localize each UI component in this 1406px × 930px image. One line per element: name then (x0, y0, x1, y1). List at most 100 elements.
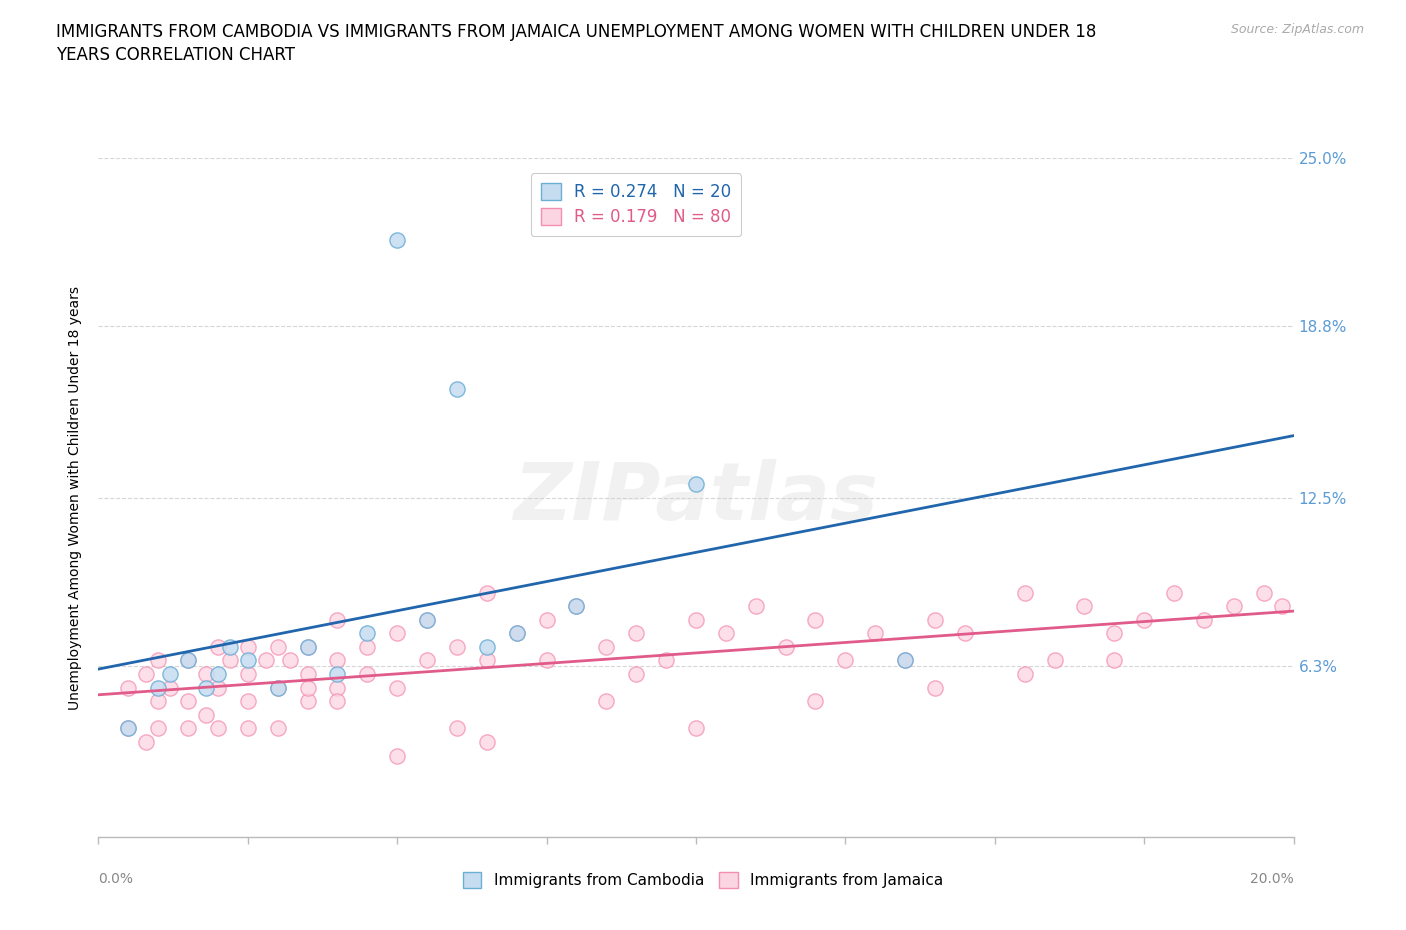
Point (117, 721, 139, 736)
Point (236, 640, 259, 655)
Point (475, 735, 498, 750)
Point (326, 667, 349, 682)
Point (326, 694, 349, 709)
Point (924, 612, 946, 627)
Point (685, 476, 707, 491)
Point (297, 694, 319, 709)
Point (207, 680, 229, 695)
Point (236, 667, 259, 682)
Point (1253, 585, 1275, 600)
Point (446, 381, 468, 396)
Point (446, 721, 468, 736)
Point (195, 667, 218, 682)
Point (595, 694, 617, 709)
Point (1163, 585, 1185, 600)
Point (416, 653, 439, 668)
Point (177, 653, 200, 668)
Point (159, 667, 181, 682)
Text: 20.0%: 20.0% (1250, 871, 1294, 886)
Point (267, 680, 290, 695)
Text: IMMIGRANTS FROM CAMBODIA VS IMMIGRANTS FROM JAMAICA UNEMPLOYMENT AMONG WOMEN WIT: IMMIGRANTS FROM CAMBODIA VS IMMIGRANTS F… (56, 23, 1097, 41)
Point (1271, 599, 1294, 614)
Legend: R = 0.274   N = 20, R = 0.179   N = 80: R = 0.274 N = 20, R = 0.179 N = 80 (531, 173, 741, 236)
Point (416, 612, 439, 627)
Point (385, 748, 409, 763)
Point (267, 640, 290, 655)
Point (207, 721, 229, 736)
Point (745, 599, 768, 614)
Point (385, 626, 409, 641)
Text: YEARS CORRELATION CHART: YEARS CORRELATION CHART (56, 46, 295, 64)
Point (219, 640, 242, 655)
Point (117, 680, 139, 695)
Point (804, 694, 827, 709)
Point (267, 680, 290, 695)
Point (894, 653, 917, 668)
Point (278, 653, 301, 668)
Point (356, 640, 378, 655)
Point (775, 640, 797, 655)
Text: Source: ZipAtlas.com: Source: ZipAtlas.com (1230, 23, 1364, 36)
Point (565, 599, 588, 614)
Point (254, 653, 277, 668)
Point (1223, 599, 1246, 614)
Point (894, 653, 917, 668)
Point (177, 653, 200, 668)
Point (135, 735, 157, 750)
Point (1104, 626, 1126, 641)
Point (475, 640, 498, 655)
Point (536, 612, 558, 627)
Point (685, 612, 707, 627)
Point (475, 585, 498, 600)
Point (177, 721, 200, 736)
Point (953, 626, 976, 641)
Point (326, 680, 349, 695)
Point (385, 680, 409, 695)
Point (446, 640, 468, 655)
Legend: Immigrants from Cambodia, Immigrants from Jamaica: Immigrants from Cambodia, Immigrants fro… (457, 866, 949, 895)
Point (714, 626, 737, 641)
Point (297, 640, 319, 655)
Point (655, 653, 678, 668)
Point (195, 708, 218, 723)
Point (326, 612, 349, 627)
Point (236, 653, 259, 668)
Point (177, 694, 200, 709)
Point (595, 640, 617, 655)
Point (356, 626, 378, 641)
Point (565, 599, 588, 614)
Text: ZIPatlas: ZIPatlas (513, 458, 879, 537)
Y-axis label: Unemployment Among Women with Children Under 18 years: Unemployment Among Women with Children U… (69, 286, 83, 710)
Point (267, 721, 290, 736)
Point (1014, 667, 1036, 682)
Point (148, 694, 170, 709)
Point (207, 667, 229, 682)
Point (506, 626, 529, 641)
Point (1043, 653, 1066, 668)
Point (865, 626, 887, 641)
Point (924, 680, 946, 695)
Point (685, 721, 707, 736)
Point (297, 667, 319, 682)
Point (475, 653, 498, 668)
Point (1073, 599, 1095, 614)
Point (148, 653, 170, 668)
Point (536, 653, 558, 668)
Point (1104, 653, 1126, 668)
Point (416, 612, 439, 627)
Point (356, 667, 378, 682)
Point (207, 640, 229, 655)
Point (236, 721, 259, 736)
Point (117, 721, 139, 736)
Point (297, 680, 319, 695)
Point (1014, 585, 1036, 600)
Point (135, 667, 157, 682)
Point (506, 626, 529, 641)
Text: 0.0%: 0.0% (98, 871, 134, 886)
Point (1133, 612, 1156, 627)
Point (297, 640, 319, 655)
Point (159, 680, 181, 695)
Point (195, 680, 218, 695)
Point (219, 653, 242, 668)
Point (326, 653, 349, 668)
